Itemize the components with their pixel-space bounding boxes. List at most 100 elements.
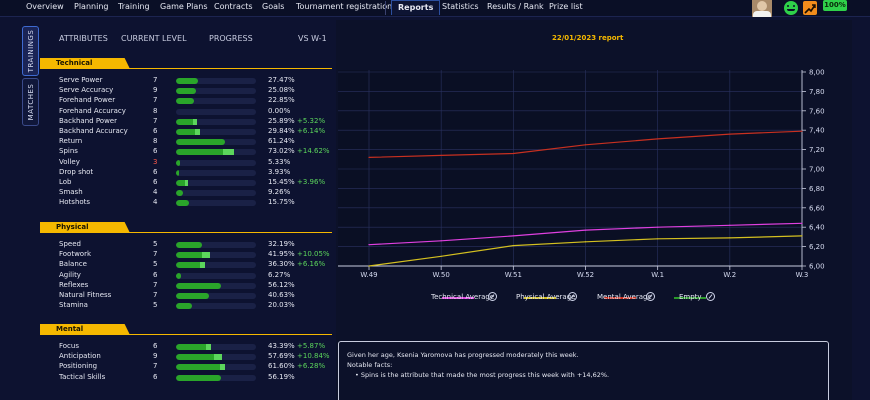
attribute-row[interactable]: Backhand Accuracy 6 29.84% +6.14%: [59, 127, 329, 137]
attribute-name: Backhand Power: [59, 116, 117, 125]
attribute-name: Speed: [59, 240, 81, 248]
progress-increase: [220, 364, 226, 371]
progress-fill: [176, 252, 210, 259]
attribute-row[interactable]: Serve Power 7 27.47%: [59, 76, 329, 86]
facts-label: Notable facts:: [347, 361, 393, 369]
attribute-row[interactable]: Forehand Accuracy 8 0.00%: [59, 107, 329, 117]
attribute-row[interactable]: Agility 6 6.27%: [59, 271, 329, 281]
nav-prize-list[interactable]: Prize list: [549, 2, 583, 11]
nav-contracts[interactable]: Contracts: [214, 2, 253, 11]
attribute-row[interactable]: Forehand Power 7 22.85%: [59, 96, 329, 106]
attribute-row[interactable]: Serve Accuracy 9 25.08%: [59, 86, 329, 96]
progress-fill: [176, 364, 226, 371]
attribute-row[interactable]: Spins 6 73.02% +14.62%: [59, 147, 330, 157]
series-point: [801, 235, 803, 237]
attribute-row[interactable]: Smash 4 9.26%: [59, 188, 329, 198]
nav-tournament-registration[interactable]: Tournament registration: [296, 2, 393, 11]
series-point: [584, 241, 587, 243]
attribute-level: 8: [153, 137, 158, 146]
attribute-row[interactable]: Drop shot 6 3.93%: [59, 168, 329, 178]
attribute-level: 5: [153, 301, 158, 310]
player-avatar[interactable]: [752, 0, 772, 17]
progress-delta: +6.16%: [297, 260, 326, 269]
header-vs-w1: VS W-1: [298, 34, 327, 43]
attribute-row[interactable]: Stamina 5 20.03%: [59, 301, 329, 311]
tab-trainings-label: TRAININGS: [26, 29, 35, 73]
nav-reports[interactable]: Reports: [391, 0, 441, 15]
tab-matches[interactable]: MATCHES: [22, 78, 39, 126]
progress-increase: [185, 180, 189, 186]
progress-bar: [176, 78, 256, 84]
header-attributes: ATTRIBUTES: [59, 34, 108, 43]
attribute-name: Serve Power: [59, 76, 103, 84]
progress-percent: 41.95%: [268, 250, 295, 259]
nav-overview[interactable]: Overview: [26, 2, 64, 11]
attribute-row[interactable]: Footwork 7 41.95% +10.05%: [59, 250, 330, 260]
nav-statistics[interactable]: Statistics: [442, 2, 479, 11]
progress-line-chart: 6,00 6,20 6,40 6,60 6,80 7,00 7,20 7,40 7,60 7,80…: [338, 69, 825, 279]
attribute-name: Balance: [59, 260, 87, 269]
attribute-level: 7: [153, 76, 158, 84]
attribute-row[interactable]: Anticipation 9 57.69% +10.84%: [59, 352, 330, 362]
nav-training[interactable]: Training: [118, 2, 150, 11]
attribute-row[interactable]: Focus 6 43.39% +5.87%: [59, 342, 329, 352]
trend-up-icon[interactable]: [803, 1, 817, 15]
nav-results-rank[interactable]: Results / Rank: [487, 2, 544, 11]
attribute-row[interactable]: Lob 6 15.45% +3.96%: [59, 178, 329, 188]
mood-smiley-icon[interactable]: [784, 1, 798, 15]
edit-physical-icon[interactable]: [568, 292, 577, 301]
report-commentary: Given her age, Ksenia Yaromova has progr…: [338, 341, 829, 400]
legend-swatch-mental: [604, 297, 636, 299]
series-point: [368, 156, 370, 158]
nav-game-plans[interactable]: Game Plans: [160, 2, 208, 11]
tab-trainings[interactable]: TRAININGS: [22, 26, 39, 76]
progress-fill: [176, 118, 197, 125]
attribute-level: 6: [153, 342, 158, 350]
y-tick-label: 6,80: [809, 185, 825, 193]
progress-fill: [176, 159, 181, 166]
legend-empty: Empty: [679, 293, 702, 301]
attribute-row[interactable]: Balance 5 36.30% +6.16%: [59, 260, 329, 270]
y-tick-label: 7,40: [809, 127, 825, 135]
x-tick-label: W.49: [360, 271, 377, 279]
attribute-row[interactable]: Hotshots 4 15.75%: [59, 198, 329, 208]
attribute-row[interactable]: Natural Fitness 7 40.63%: [59, 291, 329, 301]
x-tick-label: W.3: [796, 271, 809, 279]
attribute-row[interactable]: Volley 3 5.33%: [59, 158, 329, 168]
edit-mental-icon[interactable]: [646, 292, 655, 301]
progress-bar: [176, 159, 256, 166]
progress-bar: [176, 272, 256, 279]
progress-bar: [176, 344, 256, 350]
attribute-row[interactable]: Reflexes 7 56.12%: [59, 281, 329, 291]
section-technical: Technical: [40, 58, 130, 69]
attribute-row[interactable]: Speed 5 32.19%: [59, 240, 329, 250]
attribute-row[interactable]: Backhand Power 7 25.89% +5.32%: [59, 117, 329, 127]
attribute-name: Reflexes: [59, 280, 89, 289]
attribute-name: Natural Fitness: [59, 291, 112, 299]
chart-plot-area: [338, 70, 802, 266]
progress-fill: [176, 282, 221, 289]
progress-percent: 3.93%: [268, 167, 291, 176]
attribute-name: Anticipation: [59, 352, 101, 361]
attribute-row[interactable]: Tactical Skills 6 56.19%: [59, 373, 329, 383]
nav-planning[interactable]: Planning: [74, 2, 109, 11]
section-divider: [106, 68, 332, 69]
attribute-level: 7: [153, 96, 158, 105]
attribute-name: Drop shot: [59, 167, 94, 176]
progress-bar: [176, 354, 256, 361]
progress-percent: 56.12%: [268, 280, 295, 289]
attribute-name: Forehand Power: [59, 96, 116, 105]
progress-bar: [176, 293, 256, 299]
attribute-row[interactable]: Positioning 7 61.60% +6.28%: [59, 362, 329, 372]
series-point: [368, 244, 370, 246]
progress-percent: 29.84%: [268, 127, 295, 135]
edit-technical-icon[interactable]: [488, 292, 497, 301]
nav-goals[interactable]: Goals: [262, 2, 285, 11]
edit-empty-icon[interactable]: [706, 292, 715, 301]
attributes-panel: ATTRIBUTES CURRENT LEVEL PROGRESS VS W-1…: [40, 20, 332, 400]
attribute-row[interactable]: Return 8 61.24%: [59, 137, 329, 147]
progress-percent: 32.19%: [268, 240, 295, 248]
progress-bar: [176, 180, 256, 186]
series-point: [584, 144, 587, 146]
progress-percent: 43.39%: [268, 342, 295, 350]
